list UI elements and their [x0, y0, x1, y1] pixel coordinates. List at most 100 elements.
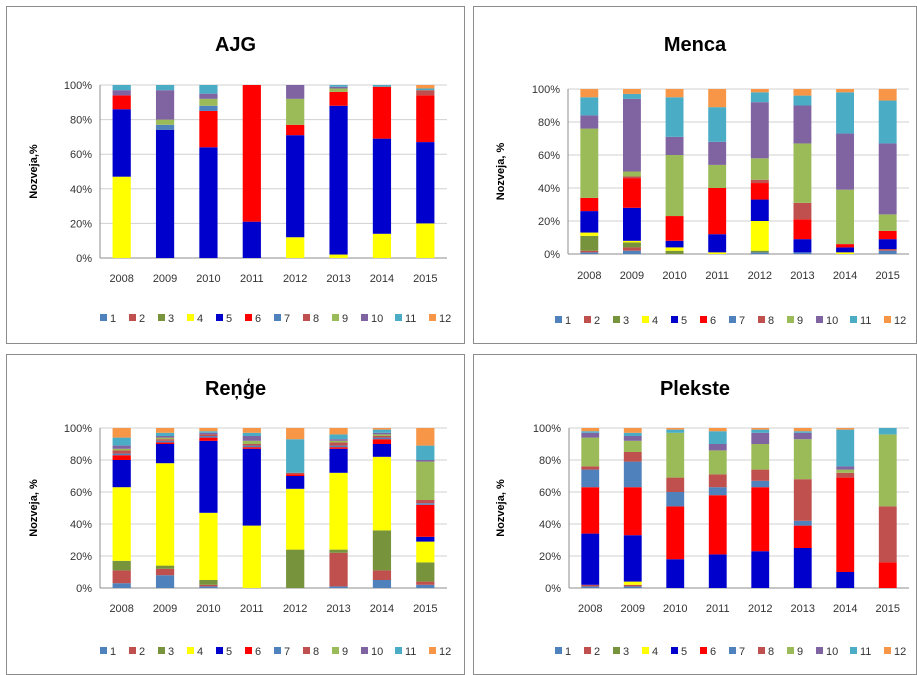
bar-segment-2009-s7: [155, 440, 175, 443]
legend-swatch-5: [216, 314, 223, 321]
y-tick-label: 0%: [76, 583, 92, 595]
bar-segment-2008-s5: [112, 460, 131, 488]
bar-segment-2011-s5: [708, 234, 727, 253]
bar-segment-2013-s12: [793, 428, 812, 432]
legend-label-1: 1: [565, 646, 571, 658]
bar-segment-2011-s7: [708, 487, 727, 496]
bar-segment-2011-s4: [708, 252, 727, 254]
y-tick-label: 0%: [544, 249, 560, 261]
bar-segment-2010-s8: [199, 434, 218, 436]
bar-segment-2009-s8: [623, 452, 642, 462]
bar-segment-2009-s4: [155, 463, 175, 566]
bar-segment-2011-s4: [242, 525, 261, 588]
bar-segment-2011-s11: [242, 432, 261, 436]
legend-swatch-9: [332, 647, 339, 654]
bar-segment-2014-s3: [372, 530, 392, 571]
legend-label-5: 5: [681, 315, 687, 327]
bar-segment-2015-s4: [416, 541, 435, 563]
x-tick-label: 2008: [577, 270, 601, 282]
legend-swatch-11: [395, 314, 402, 321]
legend-swatch-7: [729, 647, 736, 654]
bar-segment-2015-s7: [416, 503, 435, 505]
x-tick-label: 2008: [109, 273, 133, 285]
legend-swatch-4: [187, 647, 194, 654]
bar-segment-2008-s3: [580, 235, 599, 251]
bar-segment-2015-s8: [416, 500, 435, 504]
bar-segment-2009-s7: [623, 461, 642, 488]
x-tick-label: 2011: [706, 603, 730, 615]
legend-swatch-2: [129, 647, 136, 654]
bar-segment-2009-s6: [623, 487, 642, 536]
bar-segment-2014-s11: [372, 85, 392, 87]
y-tick-label: 60%: [70, 487, 92, 499]
bar-segment-2014-s12: [836, 89, 855, 93]
legend-label-10: 10: [826, 315, 838, 327]
bar-segment-2014-s10: [836, 133, 855, 190]
bar-segment-2008-s1: [112, 583, 131, 588]
bar-segment-2008-s5: [112, 109, 131, 177]
x-tick-label: 2015: [875, 270, 899, 282]
bar-segment-2014-s10: [836, 466, 855, 470]
legend-label-5: 5: [681, 646, 687, 658]
legend-swatch-6: [245, 647, 252, 654]
bar-segment-2014-s5: [372, 444, 392, 457]
bar-segment-2008-s9: [112, 448, 131, 451]
x-tick-label: 2012: [748, 270, 772, 282]
bar-segment-2012-s6: [751, 487, 770, 552]
legend-label-12: 12: [894, 646, 906, 658]
y-tick-label: 60%: [539, 487, 561, 499]
legend-label-10: 10: [826, 646, 838, 658]
bar-segment-2015-s1: [878, 250, 897, 254]
bar-segment-2008-s12: [580, 89, 599, 98]
bar-segment-2009-s10: [623, 436, 642, 441]
bar-segment-2009-s1: [155, 575, 175, 588]
bar-segment-2012-s3: [286, 549, 305, 588]
legend-label-9: 9: [797, 646, 803, 658]
bar-segment-2014-s5: [836, 247, 855, 253]
legend-label-7: 7: [739, 646, 745, 658]
bar-segment-2012-s10: [751, 432, 770, 444]
x-tick-label: 2014: [370, 603, 394, 615]
chart-svg-renge: Reņģe Nozveja, % 0% 20% 40% 60% 80% 100% 2008 200…: [28, 378, 451, 658]
bar-segment-2013-s10: [329, 86, 348, 89]
bar-segment-2009-s6: [155, 442, 175, 444]
bar-segment-2012-s6: [750, 183, 769, 200]
x-tick-label: 2013: [326, 273, 350, 285]
bar-segment-2014-s10: [372, 432, 392, 435]
legend-swatch-1: [555, 647, 562, 654]
bar-segment-2011-s6: [708, 188, 727, 235]
bar-segment-2015-s12: [416, 428, 435, 446]
legend-label-8: 8: [768, 315, 774, 327]
x-tick-label: 2013: [326, 603, 350, 615]
bar-segment-2008-s12: [581, 428, 600, 432]
legend-swatch-3: [158, 314, 165, 321]
bar-segment-2011-s5: [242, 448, 261, 526]
bar-segment-2009-s11: [155, 85, 175, 91]
bar-segment-2012-s8: [751, 469, 770, 481]
bar-segment-2014-s8: [836, 472, 855, 478]
legend-swatch-3: [158, 647, 165, 654]
legend-swatch-7: [274, 647, 281, 654]
bar-segment-2015-s12: [878, 89, 897, 101]
bar-segment-2009-s1: [623, 586, 642, 588]
bar-segment-2013-s10: [329, 439, 348, 441]
bar-segment-2009-s7: [155, 124, 175, 130]
x-tick-label: 2009: [153, 603, 177, 615]
bar-segment-2013-s9: [329, 88, 348, 92]
x-tick-label: 2010: [196, 603, 220, 615]
chart-panel-ajg: AJG Nozveja,% 0% 20% 40% 60% 80% 100% 2008 2009 20…: [6, 6, 465, 344]
bar-segment-2013-s5: [329, 105, 348, 255]
bar-segment-2015-s8: [878, 506, 897, 563]
y-tick-label: 40%: [70, 184, 92, 196]
bar-segment-2013-s7: [793, 520, 812, 526]
x-tick-label: 2014: [833, 603, 857, 615]
bar-segment-2011-s5: [242, 221, 261, 258]
bar-segment-2013-s12: [793, 89, 812, 96]
y-tick-label: 20%: [539, 551, 561, 563]
legend-swatch-6: [700, 647, 707, 654]
bar-segment-2012-s4: [750, 221, 769, 251]
bar-segment-2012-s11: [286, 439, 305, 473]
bar-segment-2010-s4: [199, 512, 218, 580]
legend-swatch-2: [584, 647, 591, 654]
bar-segment-2015-s11: [416, 445, 435, 460]
